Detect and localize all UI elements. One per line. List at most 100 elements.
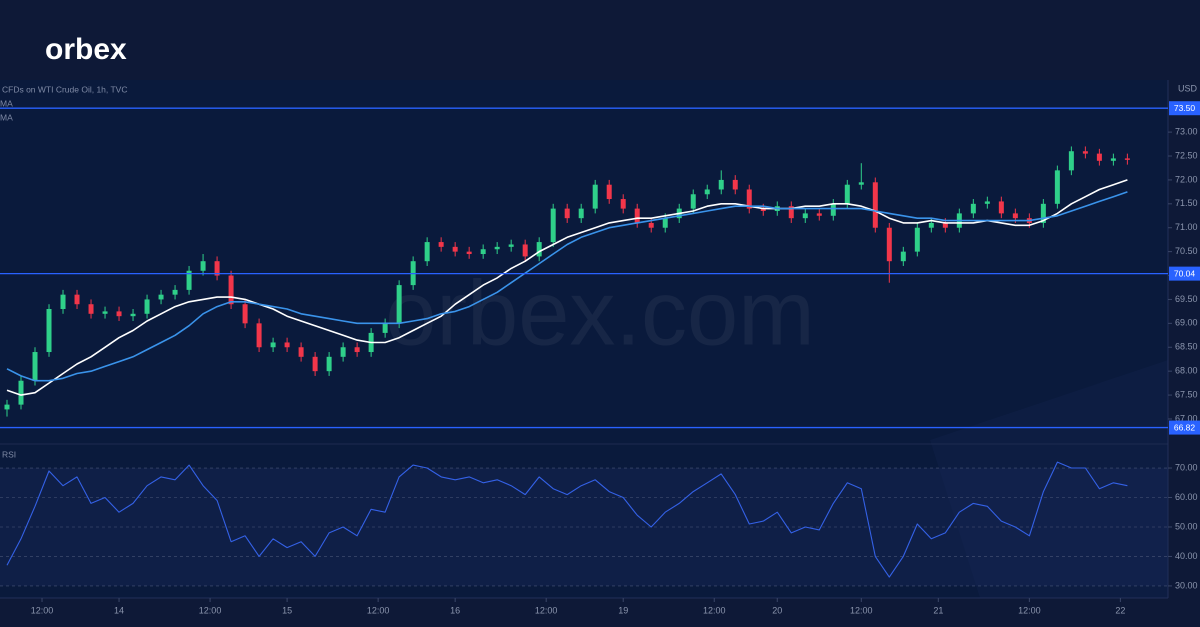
y-tick-label: 69.50: [1175, 294, 1198, 304]
candle-body: [312, 356, 318, 372]
x-tick-label: 21: [933, 605, 943, 615]
candle-body: [788, 206, 794, 219]
x-tick-label: 12:00: [703, 605, 726, 615]
candle-body: [634, 208, 640, 223]
currency: USD: [1178, 83, 1198, 93]
candle-body: [144, 299, 150, 314]
y-tick-label: 69.00: [1175, 318, 1198, 328]
candle-body: [746, 189, 752, 209]
y-tick-label: 71.00: [1175, 222, 1198, 232]
x-tick-label: 15: [282, 605, 292, 615]
y-tick-label: 50.00: [1175, 521, 1198, 531]
x-tick-label: 12:00: [199, 605, 222, 615]
y-tick-label: 68.50: [1175, 342, 1198, 352]
candle-body: [732, 179, 738, 190]
candle-body: [550, 208, 556, 243]
candle-body: [522, 244, 528, 257]
candle-body: [102, 311, 108, 314]
y-tick-label: 70.50: [1175, 246, 1198, 256]
candle-body: [1040, 203, 1046, 223]
candle-body: [928, 222, 934, 228]
candle-body: [284, 342, 290, 348]
x-tick-label: 12:00: [850, 605, 873, 615]
candle-body: [480, 249, 486, 255]
candle-body: [942, 222, 948, 228]
candle-body: [1110, 158, 1116, 161]
candle-body: [802, 213, 808, 219]
candle-body: [872, 182, 878, 228]
candle-body: [1124, 158, 1130, 160]
y-tick-label: 30.00: [1175, 580, 1198, 590]
watermark: orbex.com: [385, 262, 815, 364]
candle-body: [844, 184, 850, 204]
candle-body: [88, 304, 94, 314]
y-tick-label: 60.00: [1175, 492, 1198, 502]
level-label: 70.04: [1174, 268, 1196, 278]
x-tick-label: 22: [1115, 605, 1125, 615]
candle-body: [4, 404, 10, 410]
candle-body: [214, 261, 220, 276]
candle-body: [354, 347, 360, 353]
candle-body: [564, 208, 570, 219]
candle-body: [172, 289, 178, 295]
level-label-box: [1169, 266, 1200, 281]
y-tick-label: 67.00: [1175, 413, 1198, 423]
candle-body: [242, 304, 248, 324]
y-tick-label: 67.50: [1175, 389, 1198, 399]
level-label: 73.50: [1174, 103, 1196, 113]
candle-body: [620, 199, 626, 209]
x-tick-label: 16: [450, 605, 460, 615]
candle-body: [606, 184, 612, 200]
candle-body: [508, 244, 514, 247]
candle-body: [424, 242, 430, 262]
candle-body: [1068, 151, 1074, 171]
candle-body: [1096, 153, 1102, 161]
candle-body: [18, 380, 24, 405]
y-tick-label: 40.00: [1175, 551, 1198, 561]
candle-body: [116, 311, 122, 317]
level-label: 66.82: [1174, 422, 1196, 432]
candle-body: [578, 208, 584, 219]
candle-body: [200, 261, 206, 271]
x-tick-label: 12:00: [1018, 605, 1041, 615]
candle-body: [900, 251, 906, 262]
candle-body: [662, 218, 668, 228]
candle-body: [690, 194, 696, 209]
candle-body: [1012, 213, 1018, 219]
candle-body: [970, 203, 976, 214]
candle-body: [340, 347, 346, 357]
candle-body: [704, 189, 710, 195]
candle-body: [74, 294, 80, 305]
candle-body: [298, 347, 304, 357]
candle-body: [1082, 151, 1088, 154]
candle-body: [886, 227, 892, 262]
candle-body: [830, 203, 836, 216]
x-tick-label: 12:00: [31, 605, 54, 615]
x-tick-label: 12:00: [535, 605, 558, 615]
candle-body: [256, 323, 262, 348]
candle-body: [270, 342, 276, 348]
candle-body: [60, 294, 66, 310]
candle-body: [382, 323, 388, 333]
x-tick-label: 14: [114, 605, 124, 615]
chart-layer: orbex.com CFDs on WTI Crude Oil, 1h, TVC U…: [0, 83, 1200, 615]
candle-body: [46, 309, 52, 353]
legend-title: CFDs on WTI Crude Oil, 1h, TVC: [2, 84, 127, 94]
level-label-box: [1169, 420, 1200, 435]
moving-average: [6, 191, 1128, 382]
candle-body: [186, 270, 192, 290]
candle-body: [648, 222, 654, 228]
y-tick-label: 71.50: [1175, 198, 1198, 208]
moving-average: [6, 179, 1128, 396]
candle-body: [466, 251, 472, 255]
logo: orbex: [45, 33, 127, 66]
level-label-box: [1169, 101, 1200, 116]
rsi-line: [6, 461, 1128, 578]
candle-body: [536, 242, 542, 257]
candle-body: [984, 201, 990, 204]
y-tick-label: 72.00: [1175, 174, 1198, 184]
candle-body: [396, 285, 402, 324]
candle-body: [228, 275, 234, 305]
candle-body: [718, 179, 724, 190]
x-tick-label: 12:00: [367, 605, 390, 615]
